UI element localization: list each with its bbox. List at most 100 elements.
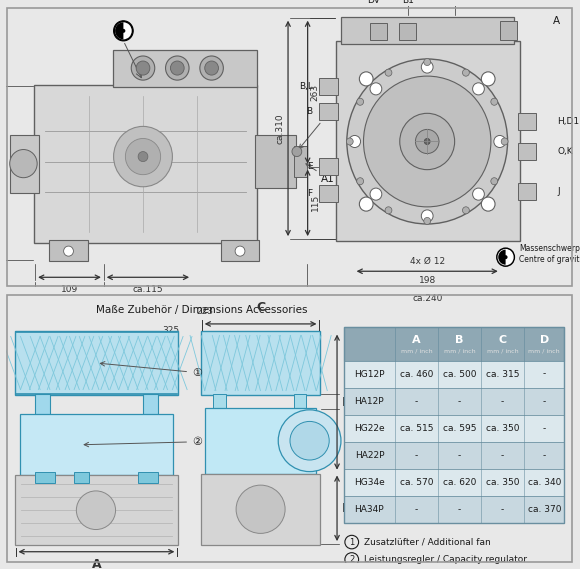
FancyBboxPatch shape <box>344 469 564 496</box>
Text: -: - <box>415 397 418 406</box>
Circle shape <box>370 188 382 200</box>
FancyBboxPatch shape <box>20 414 173 476</box>
FancyBboxPatch shape <box>35 394 50 470</box>
Text: 115: 115 <box>310 194 320 212</box>
Text: mm / inch: mm / inch <box>487 349 519 354</box>
Text: F: F <box>307 189 313 198</box>
Circle shape <box>235 246 245 256</box>
Text: DV: DV <box>367 0 380 5</box>
Text: Leistungsregler / Capacity regulator: Leistungsregler / Capacity regulator <box>364 555 527 564</box>
Text: HA22P: HA22P <box>354 451 384 460</box>
Text: mm / inch: mm / inch <box>444 349 476 354</box>
Circle shape <box>131 56 155 80</box>
Text: ca. 595: ca. 595 <box>443 424 476 432</box>
Wedge shape <box>115 22 124 39</box>
Circle shape <box>115 22 132 39</box>
Text: ca. 570: ca. 570 <box>400 478 433 486</box>
Circle shape <box>10 150 37 178</box>
Text: ca. 340: ca. 340 <box>528 478 561 486</box>
Text: ca.310: ca.310 <box>275 113 284 144</box>
Circle shape <box>491 178 498 185</box>
Text: ca. 515: ca. 515 <box>400 424 433 432</box>
Text: E: E <box>307 162 313 171</box>
FancyBboxPatch shape <box>14 331 178 395</box>
Circle shape <box>347 59 508 224</box>
Text: B1: B1 <box>402 0 414 5</box>
Text: -: - <box>415 505 418 514</box>
Circle shape <box>491 98 498 105</box>
Circle shape <box>473 83 484 95</box>
FancyBboxPatch shape <box>518 143 537 160</box>
Wedge shape <box>498 250 506 265</box>
FancyBboxPatch shape <box>344 327 564 361</box>
FancyBboxPatch shape <box>113 50 257 87</box>
Text: Zusatzlüfter / Additional fan: Zusatzlüfter / Additional fan <box>364 538 490 547</box>
Text: B: B <box>342 395 351 409</box>
FancyBboxPatch shape <box>344 442 564 469</box>
Text: ②: ② <box>84 437 202 447</box>
Text: -: - <box>543 397 546 406</box>
Text: HA34P: HA34P <box>354 505 384 514</box>
Circle shape <box>346 138 353 145</box>
FancyBboxPatch shape <box>500 21 517 40</box>
FancyBboxPatch shape <box>14 476 178 545</box>
Circle shape <box>501 138 508 145</box>
Text: -: - <box>458 451 461 460</box>
FancyBboxPatch shape <box>341 17 514 44</box>
Text: 223: 223 <box>197 307 214 316</box>
FancyBboxPatch shape <box>399 23 416 40</box>
Circle shape <box>357 98 364 105</box>
Circle shape <box>424 59 430 65</box>
Circle shape <box>278 410 341 472</box>
FancyBboxPatch shape <box>201 473 320 545</box>
FancyBboxPatch shape <box>518 113 537 130</box>
Circle shape <box>121 29 125 33</box>
Circle shape <box>236 485 285 533</box>
Circle shape <box>205 61 219 75</box>
Circle shape <box>114 21 133 41</box>
FancyBboxPatch shape <box>34 85 257 243</box>
Circle shape <box>370 83 382 95</box>
FancyBboxPatch shape <box>10 135 39 193</box>
Text: 2: 2 <box>349 555 354 564</box>
Circle shape <box>292 147 302 156</box>
FancyBboxPatch shape <box>255 135 296 188</box>
Circle shape <box>424 138 430 145</box>
FancyBboxPatch shape <box>344 496 564 523</box>
Text: 198: 198 <box>419 277 436 285</box>
Text: ca. 370: ca. 370 <box>528 505 561 514</box>
FancyBboxPatch shape <box>370 23 386 40</box>
FancyBboxPatch shape <box>319 77 338 94</box>
Text: A: A <box>412 335 420 345</box>
Text: HG22e: HG22e <box>354 424 385 432</box>
Text: HG12P: HG12P <box>354 370 385 378</box>
Text: -: - <box>458 397 461 406</box>
Circle shape <box>503 255 508 259</box>
Circle shape <box>64 246 74 256</box>
Text: mm / inch: mm / inch <box>401 349 432 354</box>
Circle shape <box>77 491 115 530</box>
Text: HG34e: HG34e <box>354 478 385 486</box>
Circle shape <box>462 69 469 76</box>
FancyBboxPatch shape <box>344 415 564 442</box>
Text: ca. 350: ca. 350 <box>486 424 520 432</box>
Text: 325: 325 <box>162 325 179 335</box>
FancyBboxPatch shape <box>35 472 55 483</box>
Circle shape <box>415 129 439 154</box>
Text: ca. 350: ca. 350 <box>486 478 520 486</box>
Circle shape <box>136 61 150 75</box>
FancyBboxPatch shape <box>319 158 338 175</box>
Text: ca. 500: ca. 500 <box>443 370 476 378</box>
Text: A1: A1 <box>306 164 335 184</box>
Text: SV: SV <box>299 108 335 149</box>
FancyBboxPatch shape <box>319 185 338 203</box>
Text: O,K: O,K <box>557 147 573 156</box>
Text: A: A <box>92 558 102 569</box>
Text: -: - <box>501 397 504 406</box>
Circle shape <box>497 248 514 266</box>
Text: B,L: B,L <box>299 82 313 90</box>
Circle shape <box>360 197 373 211</box>
Text: A: A <box>553 16 560 26</box>
Text: -: - <box>501 505 504 514</box>
Circle shape <box>125 138 161 175</box>
